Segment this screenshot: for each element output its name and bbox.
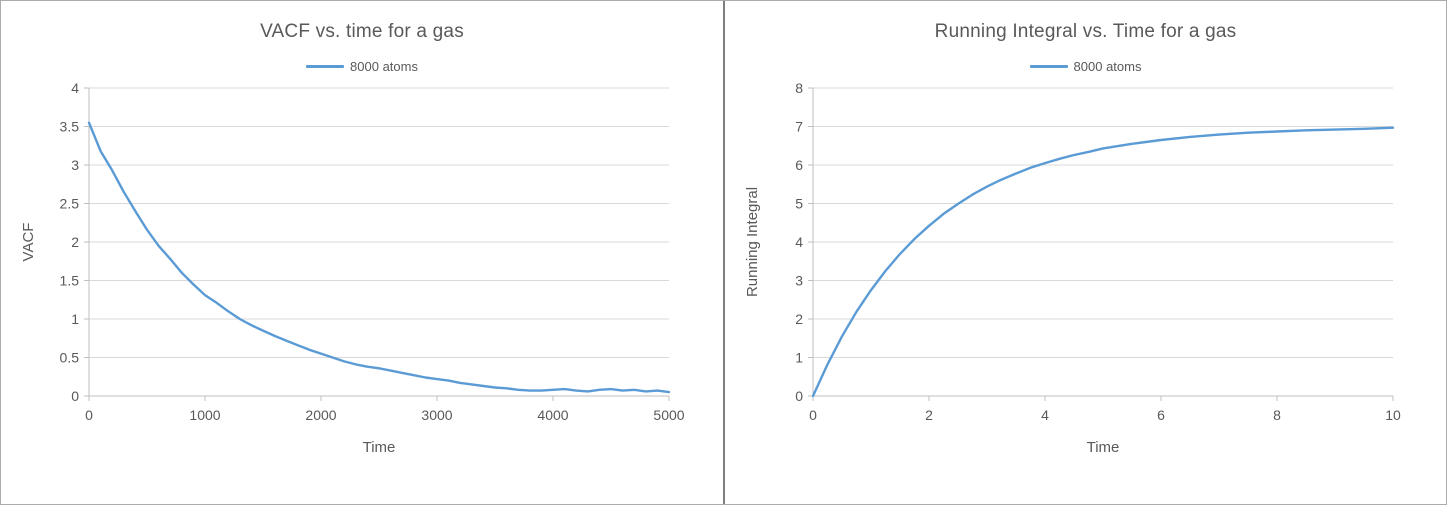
x-tick-label: 4000 (537, 407, 568, 423)
chart-title: VACF vs. time for a gas (260, 21, 464, 42)
legend-line-marker-icon (306, 65, 345, 68)
x-tick-label: 3000 (421, 407, 452, 423)
legend: 8000 atoms (306, 59, 418, 74)
x-tick-label: 1000 (189, 407, 220, 423)
x-axis-title: Time (363, 439, 396, 456)
chart-title: Running Integral vs. Time for a gas (934, 21, 1237, 42)
y-tick-label: 3 (71, 157, 79, 173)
y-tick-label: 7 (795, 119, 803, 135)
y-tick-label: 2 (71, 234, 79, 250)
x-tick-label: 0 (85, 407, 93, 423)
x-tick-label: 5000 (653, 407, 684, 423)
y-tick-label: 4 (795, 234, 803, 250)
vacf-chart-plot: 0 1000 2000 3000 4000 5000 0 0.5 1 1.5 2 2.5 3 3.5 4 Ti… (20, 80, 685, 456)
series-line (87, 121, 671, 394)
y-tick-label: 1 (795, 350, 803, 366)
running-integral-chart-panel[interactable]: Running Integral vs. Time for a gas 8000… (723, 1, 1446, 504)
legend: 8000 atoms (1029, 59, 1142, 74)
y-tick-label: 4 (71, 80, 79, 96)
x-tick-label: 2 (925, 407, 933, 423)
y-tick-label: 6 (795, 157, 803, 173)
x-axis-title: Time (1086, 439, 1119, 456)
y-tick-label: 0 (795, 388, 803, 404)
running-integral-chart-plot: 0 2 4 6 8 10 0 1 2 3 4 5 6 7 8 Time Running Integral (744, 80, 1401, 456)
series-line (811, 126, 1394, 398)
y-axis-title: VACF (20, 223, 37, 262)
y-tick-label: 3 (795, 273, 803, 289)
y-tick-label: 3.5 (60, 119, 80, 135)
legend-label: 8000 atoms (350, 59, 418, 74)
y-tick-label: 2 (795, 311, 803, 327)
y-tick-label: 2.5 (60, 196, 80, 212)
y-tick-label: 0 (71, 388, 79, 404)
legend-line-marker-icon (1029, 65, 1068, 68)
x-tick-label: 8 (1273, 407, 1281, 423)
y-tick-label: 8 (795, 80, 803, 96)
y-tick-label: 1 (71, 311, 79, 327)
y-tick-label: 1.5 (60, 273, 80, 289)
vacf-chart-panel[interactable]: VACF vs. time for a gas 8000 atoms 0 1000… (1, 1, 723, 504)
y-tick-label: 0.5 (60, 350, 80, 366)
x-tick-label: 0 (809, 407, 817, 423)
y-axis-title: Running Integral (744, 187, 761, 297)
x-tick-label: 4 (1041, 407, 1049, 423)
x-tick-label: 10 (1385, 407, 1401, 423)
y-tick-label: 5 (795, 196, 803, 212)
x-tick-label: 6 (1157, 407, 1165, 423)
x-tick-label: 2000 (305, 407, 336, 423)
legend-label: 8000 atoms (1073, 59, 1142, 74)
